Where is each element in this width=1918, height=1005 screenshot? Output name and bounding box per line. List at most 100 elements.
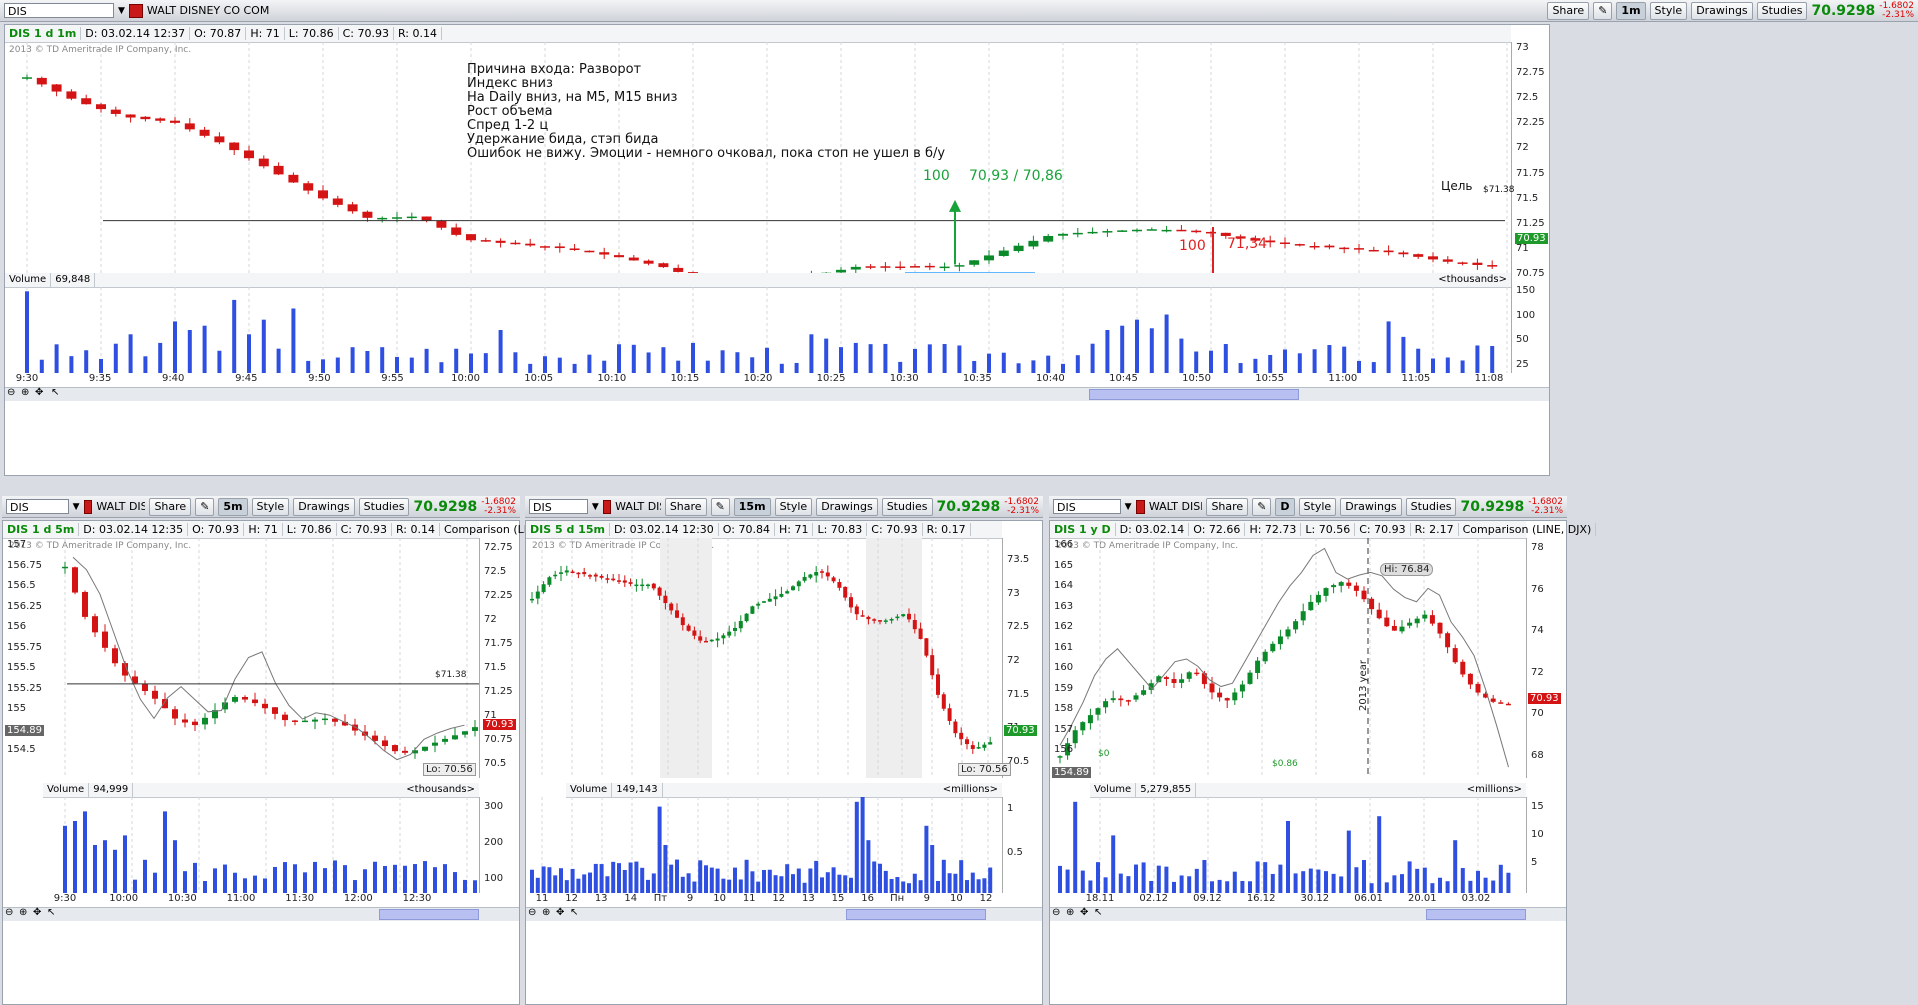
symbol-input[interactable]: DIS bbox=[4, 3, 114, 18]
drawings-button[interactable]: Drawings bbox=[816, 497, 878, 516]
volume-bar bbox=[383, 866, 387, 893]
symbol-dropdown-icon[interactable]: ▼ bbox=[118, 5, 125, 16]
symbol-dropdown-icon[interactable]: ▼ bbox=[591, 501, 599, 512]
volume-chart[interactable] bbox=[3, 797, 479, 893]
zoom-in-icon[interactable]: ⊕ bbox=[542, 907, 551, 918]
studies-button[interactable]: Studies bbox=[1756, 1, 1808, 20]
volume-bar bbox=[1172, 881, 1176, 893]
candle-body bbox=[92, 616, 98, 633]
drawings-button[interactable]: Drawings bbox=[293, 497, 355, 516]
candle-body bbox=[1171, 679, 1177, 683]
info-label[interactable]: DIS 5 d 15m bbox=[526, 523, 610, 536]
cursor-icon[interactable]: ↖ bbox=[51, 387, 60, 398]
share-button[interactable]: Share bbox=[149, 497, 192, 516]
volume-chart[interactable] bbox=[1050, 797, 1526, 893]
drawings-button[interactable]: Drawings bbox=[1340, 497, 1402, 516]
volume-bar bbox=[1286, 821, 1290, 893]
cursor-icon[interactable]: ↖ bbox=[1094, 907, 1103, 918]
volume-bar bbox=[321, 359, 325, 373]
scrollbar[interactable]: ⊖ ⊕ ✥ ↖ bbox=[3, 907, 519, 921]
main-scrollbar[interactable]: ⊖ ⊕ ✥ ↖ bbox=[5, 387, 1549, 401]
info-open: O: 72.66 bbox=[1189, 523, 1246, 536]
note-line: Удержание бида, стэп бида bbox=[467, 132, 659, 147]
volume-bar bbox=[705, 360, 710, 373]
studies-button[interactable]: Studies bbox=[881, 497, 933, 516]
price-chart[interactable] bbox=[1050, 538, 1526, 778]
zoom-out-icon[interactable]: ⊖ bbox=[1052, 907, 1061, 918]
zoom-out-icon[interactable]: ⊖ bbox=[5, 907, 14, 918]
axis-tick-label: 73 bbox=[1516, 42, 1529, 53]
candle-body bbox=[651, 583, 656, 589]
volume-bar bbox=[335, 357, 340, 373]
main-scroll-thumb[interactable] bbox=[1089, 389, 1299, 400]
share-button[interactable]: Share bbox=[664, 497, 707, 516]
pct-change: -2.31% bbox=[1007, 505, 1040, 516]
cursor-icon[interactable]: ↖ bbox=[570, 907, 579, 918]
candle-body bbox=[617, 580, 621, 582]
studies-button[interactable]: Studies bbox=[1405, 497, 1457, 516]
symbol-input[interactable]: DIS bbox=[1053, 499, 1121, 514]
symbol-input[interactable]: DIS bbox=[6, 499, 69, 514]
change-box: -1.6802 -2.31% bbox=[481, 497, 516, 516]
zoom-out-icon[interactable]: ⊖ bbox=[528, 907, 537, 918]
info-close: C: 70.93 bbox=[337, 523, 392, 536]
main-volume-chart[interactable] bbox=[5, 287, 1511, 373]
axis-tick-label: 74 bbox=[1531, 625, 1544, 637]
interval-button[interactable]: 15m bbox=[733, 497, 771, 516]
volume-bar bbox=[393, 864, 397, 893]
candle-body bbox=[192, 721, 198, 726]
pan-icon[interactable]: ✥ bbox=[33, 907, 42, 918]
volume-bar bbox=[1187, 876, 1192, 893]
candle-body bbox=[1179, 679, 1185, 683]
tools-icon[interactable]: ✎ bbox=[195, 497, 215, 516]
tools-icon[interactable]: ✎ bbox=[710, 497, 730, 516]
candle-body bbox=[1285, 629, 1291, 637]
zoom-in-icon[interactable]: ⊕ bbox=[21, 387, 30, 398]
drawings-button[interactable]: Drawings bbox=[1691, 1, 1753, 20]
interval-button[interactable]: 1m bbox=[1616, 1, 1646, 20]
interval-button[interactable]: D bbox=[1275, 497, 1295, 516]
price-chart[interactable] bbox=[526, 538, 1002, 778]
scrollbar[interactable]: ⊖ ⊕ ✥ ↖ bbox=[526, 907, 1042, 921]
volume-bar bbox=[243, 878, 247, 893]
volume-bar bbox=[762, 869, 766, 893]
interval-button[interactable]: 5m bbox=[218, 497, 248, 516]
style-button[interactable]: Style bbox=[1649, 1, 1688, 20]
symbol-dropdown-icon[interactable]: ▼ bbox=[72, 501, 80, 512]
candle-body bbox=[1300, 611, 1306, 621]
volume-chart[interactable] bbox=[526, 797, 1002, 893]
zoom-in-icon[interactable]: ⊕ bbox=[1066, 907, 1075, 918]
info-label[interactable]: DIS 1 y D bbox=[1050, 523, 1116, 536]
scroll-thumb[interactable] bbox=[379, 909, 479, 920]
pan-icon[interactable]: ✥ bbox=[556, 907, 565, 918]
time-tick-label: 10:30 bbox=[167, 893, 197, 904]
cursor-icon[interactable]: ↖ bbox=[47, 907, 56, 918]
chart-label[interactable]: DIS 1 d 1m bbox=[5, 27, 82, 40]
share-button[interactable]: Share bbox=[1547, 1, 1590, 20]
zoom-in-icon[interactable]: ⊕ bbox=[19, 907, 28, 918]
style-button[interactable]: Style bbox=[774, 497, 813, 516]
style-button[interactable]: Style bbox=[251, 497, 290, 516]
candle-body bbox=[1156, 676, 1162, 683]
volume-bar bbox=[103, 840, 107, 893]
price-axis: 72.75 72.5 72.25 72 71.75 71.5 71.25 71 70.75 70.… bbox=[479, 538, 520, 778]
tools-icon[interactable]: ✎ bbox=[1252, 497, 1272, 516]
tools-icon[interactable]: ✎ bbox=[1593, 1, 1613, 20]
zoom-out-icon[interactable]: ⊖ bbox=[7, 387, 16, 398]
symbol-dropdown-icon[interactable]: ▼ bbox=[1124, 501, 1132, 512]
candle-body bbox=[889, 619, 894, 621]
price-chart[interactable] bbox=[3, 538, 479, 778]
candle-body bbox=[1384, 617, 1390, 627]
candle-body bbox=[82, 591, 88, 617]
scroll-thumb[interactable] bbox=[1426, 909, 1526, 920]
scrollbar[interactable]: ⊖ ⊕ ✥ ↖ bbox=[1050, 907, 1566, 921]
volume-bar bbox=[1248, 881, 1252, 893]
studies-button[interactable]: Studies bbox=[358, 497, 410, 516]
pan-icon[interactable]: ✥ bbox=[1080, 907, 1089, 918]
symbol-input[interactable]: DIS bbox=[529, 499, 588, 514]
share-button[interactable]: Share bbox=[1206, 497, 1249, 516]
scroll-thumb[interactable] bbox=[846, 909, 986, 920]
info-label[interactable]: DIS 1 d 5m bbox=[3, 523, 80, 536]
pan-icon[interactable]: ✥ bbox=[35, 387, 44, 398]
style-button[interactable]: Style bbox=[1298, 497, 1337, 516]
